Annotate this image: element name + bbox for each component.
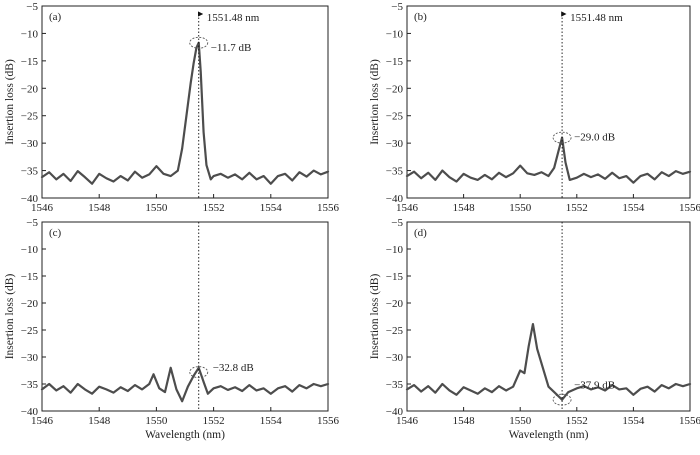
x-tick-label: 1546 bbox=[396, 202, 419, 214]
y-axis-label: Insertion loss (dB) bbox=[4, 59, 16, 145]
x-tick-label: 1550 bbox=[509, 202, 532, 214]
x-tick-label: 1546 bbox=[31, 202, 54, 214]
y-tick-label: −15 bbox=[21, 271, 39, 283]
marker-line-label: 1551.48 nm bbox=[207, 12, 260, 24]
y-tick-label: −5 bbox=[26, 1, 38, 13]
y-tick-label: −10 bbox=[21, 28, 39, 40]
y-tick-label: −30 bbox=[386, 138, 404, 150]
y-tick-label: −10 bbox=[386, 244, 404, 256]
y-tick-label: −40 bbox=[386, 406, 404, 418]
x-tick-label: 1550 bbox=[509, 415, 532, 427]
y-tick-label: −5 bbox=[391, 217, 403, 229]
series-line bbox=[405, 322, 692, 401]
x-tick-label: 1546 bbox=[396, 415, 419, 427]
y-tick-label: −10 bbox=[386, 28, 404, 40]
peak-annotation: −29.0 dB bbox=[574, 132, 615, 144]
y-tick-label: −15 bbox=[386, 56, 404, 68]
y-tick-label: −20 bbox=[21, 298, 39, 310]
x-axis-label: Wavelength (nm) bbox=[145, 429, 225, 441]
x-tick-label: 1552 bbox=[203, 415, 225, 427]
y-tick-label: −35 bbox=[386, 379, 404, 391]
plot-frame bbox=[41, 5, 329, 199]
peak-marker-circle bbox=[189, 36, 209, 49]
y-axis-label: Insertion loss (dB) bbox=[4, 274, 16, 360]
y-tick-label: −10 bbox=[21, 244, 39, 256]
y-tick-label: −35 bbox=[386, 166, 404, 178]
x-tick-label: 1556 bbox=[317, 415, 340, 427]
series-line bbox=[405, 136, 692, 184]
panel-label: (a) bbox=[49, 11, 62, 23]
x-tick-label: 1552 bbox=[566, 202, 588, 214]
x-tick-label: 1554 bbox=[622, 202, 645, 214]
y-tick-label: −20 bbox=[386, 83, 404, 95]
x-tick-label: 1554 bbox=[260, 202, 283, 214]
plot-frame bbox=[406, 221, 691, 412]
y-tick-label: −5 bbox=[26, 217, 38, 229]
y-tick-label: −15 bbox=[21, 56, 39, 68]
y-tick-label: −40 bbox=[21, 193, 39, 205]
y-tick-label: −20 bbox=[21, 83, 39, 95]
series-line bbox=[40, 366, 330, 403]
x-tick-label: 1552 bbox=[203, 202, 225, 214]
y-tick-label: −30 bbox=[21, 138, 39, 150]
peak-marker-circle bbox=[552, 131, 572, 144]
x-tick-label: 1548 bbox=[453, 415, 476, 427]
peak-annotation: −37.9 dB bbox=[574, 380, 615, 392]
y-axis-label: Insertion loss (dB) bbox=[369, 274, 381, 360]
x-tick-label: 1556 bbox=[679, 202, 700, 214]
y-tick-label: −40 bbox=[21, 406, 39, 418]
plot-frame bbox=[406, 5, 691, 199]
y-tick-label: −25 bbox=[21, 325, 39, 337]
x-tick-label: 1548 bbox=[453, 202, 476, 214]
y-tick-label: −30 bbox=[386, 352, 404, 364]
x-axis-label: Wavelength (nm) bbox=[509, 429, 589, 441]
y-tick-label: −15 bbox=[386, 271, 404, 283]
peak-annotation: −11.7 dB bbox=[211, 42, 252, 54]
x-tick-label: 1554 bbox=[260, 415, 283, 427]
peak-annotation: −32.8 dB bbox=[213, 362, 254, 374]
y-axis-label: Insertion loss (dB) bbox=[369, 59, 381, 145]
x-tick-label: 1552 bbox=[566, 415, 588, 427]
panel-label: (b) bbox=[414, 11, 427, 23]
series-line bbox=[40, 41, 330, 185]
y-tick-label: −30 bbox=[21, 352, 39, 364]
x-tick-label: 1554 bbox=[622, 415, 645, 427]
x-tick-label: 1546 bbox=[31, 415, 54, 427]
panel-label: (c) bbox=[49, 227, 62, 239]
x-tick-label: 1548 bbox=[88, 415, 111, 427]
y-tick-label: −25 bbox=[21, 111, 39, 123]
x-tick-label: 1550 bbox=[145, 415, 168, 427]
peak-marker-circle bbox=[552, 393, 572, 406]
y-tick-label: −25 bbox=[386, 111, 404, 123]
y-tick-label: −25 bbox=[386, 325, 404, 337]
panel-label: (d) bbox=[414, 227, 427, 239]
x-tick-label: 1556 bbox=[317, 202, 340, 214]
y-tick-label: −35 bbox=[21, 166, 39, 178]
y-tick-label: −20 bbox=[386, 298, 404, 310]
y-tick-label: −40 bbox=[386, 193, 404, 205]
x-tick-label: 1556 bbox=[679, 415, 700, 427]
plot-frame bbox=[41, 221, 329, 412]
x-tick-label: 1550 bbox=[145, 202, 168, 214]
x-tick-label: 1548 bbox=[88, 202, 111, 214]
peak-marker-circle bbox=[189, 366, 209, 379]
y-tick-label: −35 bbox=[21, 379, 39, 391]
y-tick-label: −5 bbox=[391, 1, 403, 13]
marker-line-label: 1551.48 nm bbox=[570, 12, 623, 24]
